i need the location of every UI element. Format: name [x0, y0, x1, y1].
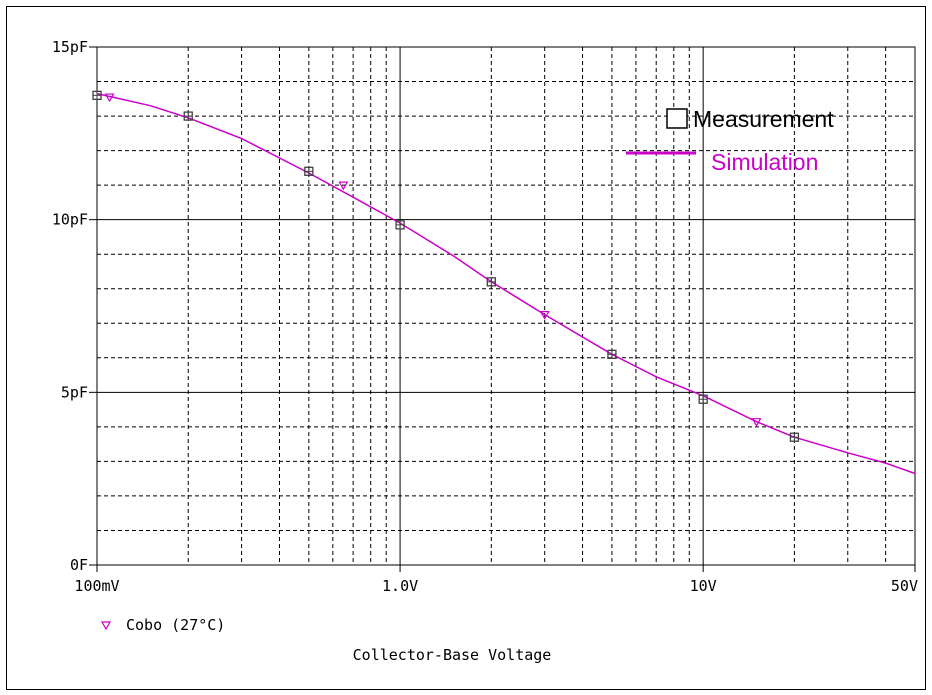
cobo-trace-marker [751, 418, 762, 427]
measurement-legend-label: Measurement [693, 106, 834, 132]
measurement-point [304, 166, 314, 176]
measurement-point [183, 111, 193, 121]
measurement-point [789, 432, 800, 442]
chart-frame: 0F 5pF 10pF 15pF 100mV 1.0V 10V 50V Measurement… [6, 6, 926, 690]
tick-labels: 0F 5pF 10pF 15pF 100mV 1.0V 10V 50V [52, 38, 918, 595]
trace-marker-icon [100, 621, 112, 631]
legend: Measurement Simulation [626, 106, 834, 175]
x-axis-label: Collector-Base Voltage [353, 646, 552, 664]
measurement-point [607, 349, 617, 359]
grid [97, 47, 915, 565]
simulation-line [96, 92, 916, 475]
x-tick-label: 1.0V [382, 577, 418, 595]
x-tick-label: 100mV [74, 577, 119, 595]
cobo-trace-marker [539, 311, 550, 320]
series [92, 90, 916, 475]
y-tick-label: 10pF [52, 211, 88, 229]
trace-legend: Cobo (27°C) [100, 616, 225, 634]
y-tick-label: 0F [70, 556, 88, 574]
measurement-legend-swatch [666, 108, 688, 129]
cobo-trace-marker [338, 181, 349, 191]
measurement-point [395, 220, 405, 230]
x-tick-label: 50V [891, 577, 918, 595]
axes [89, 46, 916, 572]
measurement-point [486, 277, 496, 287]
cobo-trace-marker [104, 93, 115, 103]
y-tick-label: 15pF [52, 38, 88, 56]
measurement-point [698, 394, 708, 404]
simulation-legend-label: Simulation [711, 149, 818, 175]
y-tick-label: 5pF [61, 383, 88, 401]
x-tick-label: 10V [690, 577, 717, 595]
trace-label: Cobo (27°C) [126, 616, 225, 634]
capacitance-chart: 0F 5pF 10pF 15pF 100mV 1.0V 10V 50V Measurement… [52, 38, 918, 664]
plot-border [96, 46, 916, 566]
measurement-point [92, 90, 102, 100]
